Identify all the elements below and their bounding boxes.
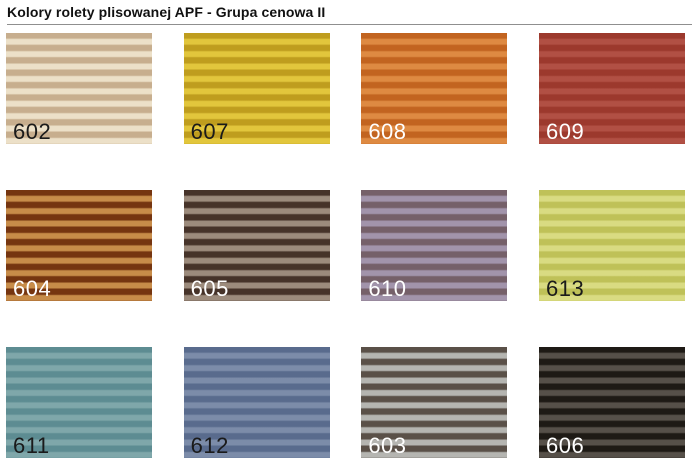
swatch-code-label: 606 [545, 433, 585, 458]
swatch-code-label: 609 [545, 119, 585, 144]
page-header: Kolory rolety plisowanej APF - Grupa cen… [0, 0, 700, 25]
header-divider [7, 24, 692, 25]
color-swatch-611[interactable]: 611 [6, 347, 152, 458]
swatch-code-label: 610 [368, 276, 407, 301]
swatch-grid: 602 607 608 609 604 605 610 613 611 612 … [0, 25, 700, 458]
swatch-code-label: 613 [545, 276, 585, 301]
color-swatch-613[interactable]: 613 [538, 190, 685, 301]
swatch-code-label: 603 [368, 433, 407, 458]
color-swatch-604[interactable]: 604 [6, 190, 152, 301]
swatch-code-label: 611 [13, 433, 50, 458]
swatch-code-label: 604 [13, 276, 52, 301]
swatch-code-label: 608 [368, 119, 407, 144]
color-swatch-612[interactable]: 612 [183, 347, 330, 458]
color-swatch-603[interactable]: 603 [361, 347, 508, 458]
color-swatch-607[interactable]: 607 [183, 33, 330, 144]
color-swatch-606[interactable]: 606 [538, 347, 685, 458]
color-swatch-609[interactable]: 609 [538, 33, 685, 144]
color-swatch-605[interactable]: 605 [183, 190, 330, 301]
color-swatch-610[interactable]: 610 [361, 190, 508, 301]
color-swatch-602[interactable]: 602 [6, 33, 152, 144]
swatch-code-label: 602 [13, 119, 52, 144]
swatch-code-label: 612 [190, 433, 229, 458]
swatch-code-label: 605 [190, 276, 229, 301]
swatch-code-label: 607 [190, 119, 229, 144]
page-title: Kolory rolety plisowanej APF - Grupa cen… [7, 4, 326, 20]
color-swatch-608[interactable]: 608 [361, 33, 508, 144]
